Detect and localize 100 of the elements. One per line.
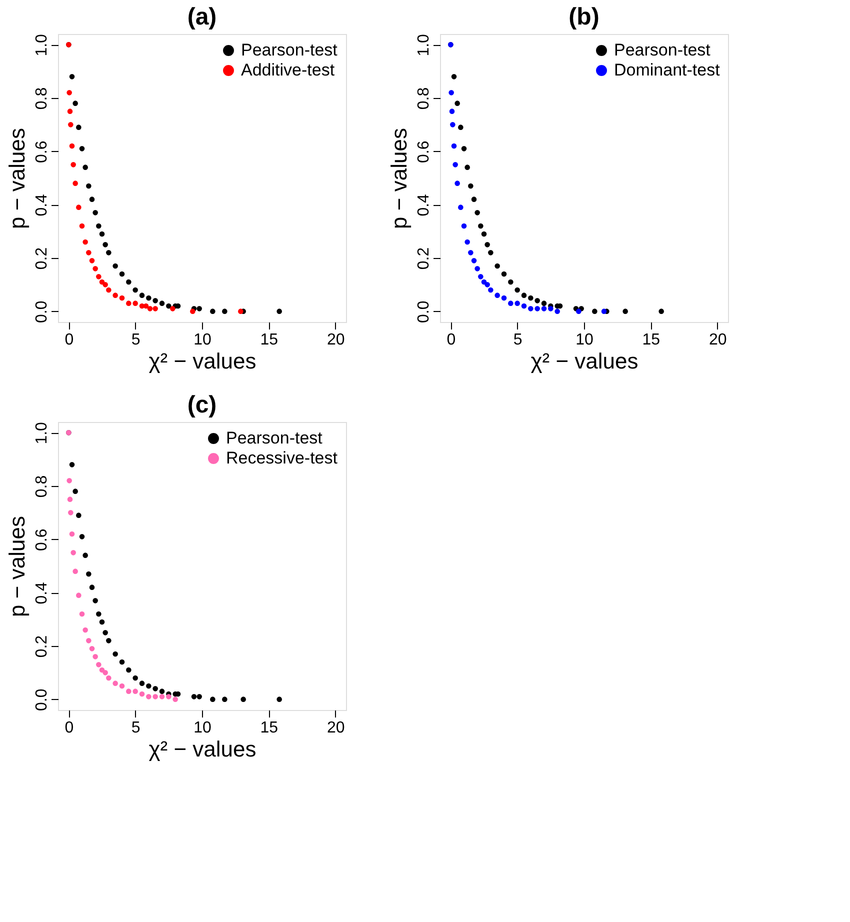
point: [106, 287, 112, 293]
point: [119, 659, 125, 665]
point: [210, 308, 216, 314]
point: [238, 308, 244, 314]
point: [449, 108, 455, 114]
point: [484, 242, 490, 248]
point: [528, 295, 534, 301]
point: [276, 696, 282, 702]
point: [112, 680, 118, 686]
point: [86, 571, 92, 577]
point: [126, 688, 132, 694]
y-tick-label: 0.8: [34, 475, 50, 498]
point: [471, 196, 477, 202]
point: [92, 210, 98, 216]
point: [132, 287, 138, 293]
x-tick-label: 10: [194, 720, 212, 736]
point: [534, 306, 540, 312]
point: [534, 298, 540, 304]
point: [76, 124, 82, 130]
point: [548, 306, 554, 312]
point: [139, 680, 145, 686]
point: [139, 691, 145, 697]
point: [132, 300, 138, 306]
point: [106, 250, 112, 256]
x-tick-label: 0: [446, 332, 456, 348]
point: [454, 100, 460, 106]
point: [99, 667, 105, 673]
point: [99, 279, 105, 285]
y-axis-title: p − values: [4, 516, 30, 617]
point: [494, 292, 500, 298]
y-tick-label: 0.8: [416, 87, 432, 110]
point: [481, 279, 487, 285]
point: [514, 300, 520, 306]
point: [521, 303, 527, 309]
y-tick-label: 0.4: [34, 194, 50, 216]
point: [76, 512, 82, 518]
point: [541, 306, 547, 312]
point: [528, 306, 534, 312]
point: [68, 122, 74, 128]
y-tick-label: 0.2: [34, 635, 50, 658]
y-tick-label: 0.8: [34, 87, 50, 110]
point: [152, 694, 158, 700]
point: [102, 670, 108, 676]
point: [79, 534, 85, 540]
y-tick-label: 0.2: [34, 247, 50, 270]
chart-title: (a): [187, 4, 217, 31]
point: [159, 688, 165, 694]
point: [452, 162, 458, 168]
x-axis-title: χ² − values: [148, 736, 256, 762]
point: [89, 196, 95, 202]
point: [102, 282, 108, 288]
point: [592, 308, 598, 314]
x-axis-title: χ² − values: [530, 348, 638, 374]
point: [139, 292, 145, 298]
x-axis-title: χ² − values: [148, 348, 256, 374]
point: [86, 250, 92, 256]
point: [159, 694, 165, 700]
point: [454, 180, 460, 186]
point: [451, 74, 457, 80]
x-tick-label: 15: [260, 332, 278, 348]
x-tick-label: 0: [64, 332, 74, 348]
point: [112, 263, 118, 269]
point: [222, 308, 228, 314]
point: [99, 619, 105, 625]
point: [92, 266, 98, 272]
point: [69, 143, 75, 149]
point: [501, 271, 507, 277]
point: [132, 688, 138, 694]
y-tick-label: 0.0: [34, 688, 50, 711]
point: [166, 694, 172, 700]
point: [196, 694, 202, 700]
point: [69, 531, 75, 537]
point: [196, 306, 202, 312]
x-tick-label: 5: [513, 332, 522, 348]
point: [159, 300, 165, 306]
point: [132, 675, 138, 681]
point: [190, 308, 196, 314]
legend-label: Dominant-test: [614, 60, 720, 80]
point: [69, 74, 75, 80]
x-tick-label: 20: [326, 720, 345, 736]
point: [72, 180, 78, 186]
x-tick-label: 5: [131, 720, 140, 736]
point: [99, 231, 105, 237]
point: [461, 146, 467, 152]
point: [89, 584, 95, 590]
point: [508, 300, 514, 306]
point: [96, 662, 102, 668]
point: [66, 90, 72, 96]
point: [82, 627, 88, 633]
point: [126, 279, 132, 285]
point: [464, 239, 470, 245]
point: [68, 510, 74, 516]
point: [70, 550, 76, 556]
point: [152, 686, 158, 692]
point: [82, 239, 88, 245]
point: [72, 488, 78, 494]
x-tick-label: 20: [708, 332, 727, 348]
point: [471, 258, 477, 264]
point: [76, 204, 82, 210]
point: [89, 258, 95, 264]
